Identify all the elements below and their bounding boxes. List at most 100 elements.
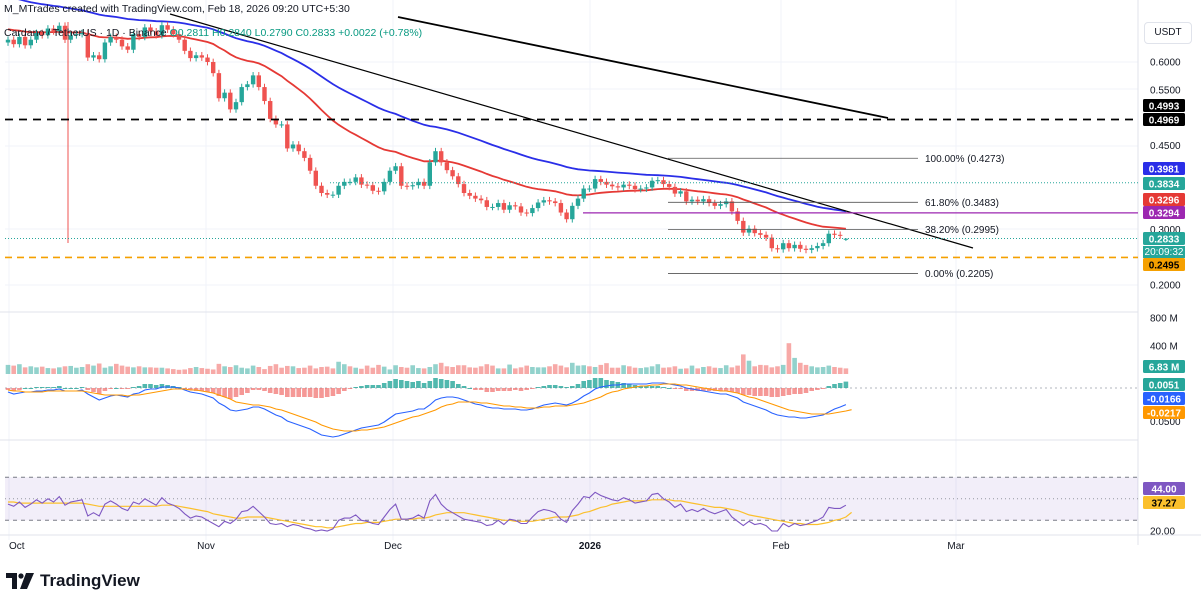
volume-bar xyxy=(159,367,165,374)
macd-hist-bar xyxy=(245,388,250,393)
ema-100-line xyxy=(17,0,847,213)
rsi-band-fill xyxy=(5,477,1138,521)
candle-body xyxy=(136,34,142,37)
macd-hist-bar xyxy=(644,386,649,388)
candle-body xyxy=(655,180,660,182)
macd-hist-bar xyxy=(79,387,85,388)
candle-body xyxy=(684,191,689,202)
volume-bar xyxy=(438,362,444,374)
macd-hist-bar xyxy=(450,381,455,388)
label-2495: 0.2495 xyxy=(1149,261,1180,272)
volume-bar xyxy=(313,368,319,374)
volume-bar xyxy=(233,365,239,374)
volume-bar xyxy=(108,366,113,374)
volume-bar xyxy=(535,367,541,374)
volume-bar xyxy=(5,364,11,374)
candle-body xyxy=(570,205,575,220)
volume-bar xyxy=(524,365,529,374)
volume-bar xyxy=(837,367,843,374)
volume-bar xyxy=(473,367,478,374)
volume-bar xyxy=(376,364,381,374)
macd-hist-bar xyxy=(638,386,643,388)
volume-bar xyxy=(450,367,455,374)
volume-bar xyxy=(62,366,68,374)
macd-hist-bar xyxy=(125,388,130,389)
rsi-tick-label: 20.00 xyxy=(1150,527,1175,538)
macd-hist-bar xyxy=(775,388,780,397)
macd-hist-bar xyxy=(786,388,792,395)
macd-hist-bar xyxy=(649,386,655,388)
volume-bar xyxy=(142,367,148,374)
candle-body xyxy=(427,162,432,186)
candle-body xyxy=(85,33,90,58)
macd-hist-bar xyxy=(684,388,689,391)
macd-hist-bar xyxy=(798,388,803,394)
candle-body xyxy=(91,55,96,58)
label-macd: -0.0166 xyxy=(1147,395,1181,406)
volume-bar xyxy=(153,367,159,374)
candle-body xyxy=(553,201,558,204)
macd-hist-bar xyxy=(136,386,142,388)
macd-hist-bar xyxy=(473,388,478,390)
candle-body xyxy=(558,203,564,213)
macd-hist-bar xyxy=(216,388,222,396)
label-rsi-ma: 37.27 xyxy=(1151,499,1176,510)
volume-bar xyxy=(119,365,125,374)
candle-body xyxy=(250,75,256,85)
time-tick-label: Nov xyxy=(197,541,215,552)
macd-hist-bar xyxy=(832,384,837,388)
candle-body xyxy=(325,193,330,195)
macd-hist-bar xyxy=(279,388,284,395)
candle-body xyxy=(478,198,484,201)
candle-body xyxy=(473,195,478,199)
volume-bar xyxy=(51,368,56,374)
volume-bar xyxy=(655,364,661,374)
currency-button[interactable]: USDT xyxy=(1144,22,1192,44)
candle-body xyxy=(638,188,643,190)
macd-hist-bar xyxy=(803,388,809,393)
volume-bar xyxy=(775,366,780,374)
macd-hist-bar xyxy=(307,388,313,397)
volume-bar xyxy=(741,354,746,374)
macd-hist-bar xyxy=(250,388,256,390)
macd-hist-bar xyxy=(296,388,301,397)
time-tick-label: Feb xyxy=(772,541,790,552)
candle-body xyxy=(376,190,381,192)
macd-hist-bar xyxy=(324,388,330,397)
candle-body xyxy=(68,35,73,40)
candle-body xyxy=(832,233,837,235)
volume-bar xyxy=(102,367,108,374)
candle-body xyxy=(661,180,666,185)
macd-hist-bar xyxy=(763,388,769,396)
macd-hist-bar xyxy=(672,388,678,389)
macd-hist-bar xyxy=(467,388,472,389)
candle-body xyxy=(535,202,541,209)
candle-body xyxy=(131,34,136,50)
candle-body xyxy=(758,233,763,235)
volume-bars xyxy=(5,343,849,374)
macd-hist-bar xyxy=(376,385,381,388)
label-3294-bg xyxy=(1143,206,1185,219)
macd-hist-bar xyxy=(11,388,16,391)
symbol-name[interactable]: Cardano / TetherUS · 1D · Binance xyxy=(4,27,167,39)
macd-hist-bar xyxy=(102,388,108,391)
candle-body xyxy=(763,234,769,238)
candle-body xyxy=(222,92,227,99)
volume-bar xyxy=(330,368,336,374)
volume-bar xyxy=(165,368,170,374)
macd-hist-bar xyxy=(96,388,102,394)
volume-bar xyxy=(621,365,626,374)
candle-body xyxy=(28,39,33,46)
volume-bar xyxy=(222,366,227,374)
volume-bar xyxy=(74,367,79,374)
volume-bar xyxy=(552,364,558,374)
macd-hist-bar xyxy=(222,388,227,397)
candle-body xyxy=(102,42,108,60)
candle-body xyxy=(142,27,147,37)
candle-body xyxy=(724,201,729,205)
candle-body xyxy=(199,55,204,58)
macd-hist-bar xyxy=(342,388,347,391)
candle-body xyxy=(176,34,182,40)
macd-hist-bar xyxy=(723,388,729,391)
